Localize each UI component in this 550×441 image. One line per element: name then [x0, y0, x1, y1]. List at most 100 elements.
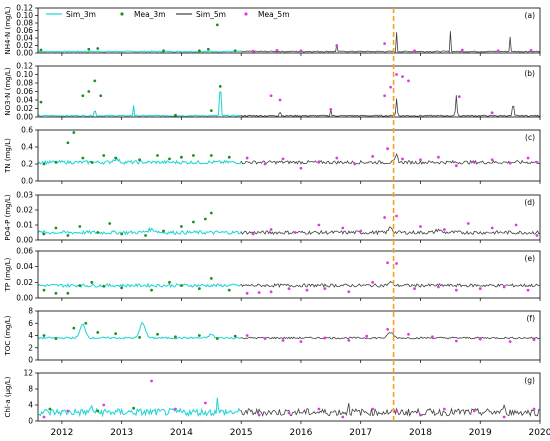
mea-5m-point: [317, 160, 321, 164]
mea-3m-point: [227, 288, 231, 292]
mea-3m-point: [39, 48, 43, 52]
mea-5m-point: [371, 407, 375, 411]
mea-3m-point: [227, 155, 231, 159]
plot-frame: [37, 65, 541, 118]
mea-3m-point: [108, 222, 112, 225]
sim-3m-line: [37, 282, 242, 288]
y-tick-label: 0.2: [21, 160, 33, 169]
mea-5m-point: [287, 287, 291, 290]
mea-5m-point: [287, 411, 291, 415]
y-tick-label: 0.02: [16, 278, 33, 287]
y-tick-label: 0.10: [16, 70, 33, 79]
mea-5m-point: [257, 291, 261, 294]
mea-5m-point: [532, 407, 536, 411]
mea-3m-point: [96, 331, 100, 334]
legend: Sim_3m Mea_3m Sim_5m Mea_5m: [46, 10, 290, 19]
mea-5m-point: [437, 155, 440, 159]
sim-3m-line: [37, 397, 242, 418]
mea-5m-point: [419, 413, 422, 417]
mea-5m-point: [490, 158, 494, 162]
sim-5m-line: [240, 152, 541, 166]
mea-3m-point: [150, 288, 153, 292]
mea-5m-point: [508, 161, 512, 165]
y-tick-label: 0.00: [16, 294, 33, 303]
mea-3m-point: [102, 284, 106, 288]
mea-5m-point: [299, 166, 303, 170]
sim-3m-line: [37, 91, 242, 117]
mea-5m-point: [347, 339, 351, 342]
mea-5m-point: [401, 75, 404, 79]
mea-3m-point: [72, 131, 76, 134]
mea-5m-point: [386, 327, 390, 331]
mea-3m-point: [233, 49, 237, 53]
sim-5m-line: [240, 332, 541, 340]
mea-3m-point: [42, 162, 46, 166]
mea-5m-point: [496, 49, 500, 53]
y-tick-label: 6: [28, 319, 33, 328]
legend-label: Mea_5m: [258, 10, 290, 19]
mea-5m-point: [245, 156, 249, 160]
mea-5m-point: [413, 49, 416, 53]
y-axis-label: TN (mg/L): [4, 138, 12, 174]
mea-5m-point: [281, 157, 285, 161]
y-tick-label: 0.06: [16, 87, 33, 96]
mea-5m-point: [454, 339, 458, 343]
mea-3m-point: [66, 234, 70, 237]
y-tick-label: 0.04: [16, 262, 33, 271]
mea-3m-point: [180, 155, 183, 159]
mea-3m-point: [42, 334, 46, 337]
x-tick-label: 2018: [409, 428, 432, 438]
mea-3m-point: [39, 100, 43, 104]
mea-5m-point: [514, 223, 518, 227]
mea-5m-point: [174, 407, 177, 411]
mea-5m-point: [383, 94, 387, 98]
y-axis-label: PO4-P (mg/L): [4, 194, 12, 240]
y-tick-label: 0.0: [21, 177, 33, 186]
mea-3m-point: [197, 334, 201, 337]
mea-5m-point: [431, 335, 434, 339]
mea-5m-point: [341, 226, 345, 230]
y-axis-label: Chl-a (µg/L): [4, 376, 12, 417]
mea-5m-point: [502, 285, 506, 289]
mea-3m-point: [87, 90, 91, 93]
mea-5m-point: [317, 407, 321, 411]
mea-5m-point: [299, 49, 303, 53]
mea-5m-point: [472, 160, 476, 164]
mea-3m-point: [174, 113, 177, 117]
panel-letter: (a): [525, 11, 536, 20]
mea-5m-point: [281, 339, 285, 342]
y-tick-label: 0.04: [16, 96, 33, 105]
panel-a: 0.000.020.040.060.080.100.12 NH4-N (mg/L)…: [4, 4, 541, 58]
mea-5m-point: [353, 162, 357, 166]
y-tick-label: 8: [28, 385, 33, 394]
mea-5m-point: [532, 338, 536, 342]
mea-3m-point: [114, 156, 118, 160]
y-tick-label: 0.00: [16, 49, 33, 58]
mea-5m-point: [478, 337, 482, 341]
mea-5m-point: [335, 156, 339, 160]
mea-5m-point: [245, 291, 249, 295]
sim-5m-line: [240, 226, 541, 236]
mea-3m-point: [215, 337, 219, 340]
mea-3m-point: [168, 157, 171, 161]
mea-3m-point: [66, 291, 70, 295]
y-tick-label: 0.12: [16, 62, 33, 71]
mea-3m-point: [174, 335, 177, 339]
sim-5m-line: [240, 95, 541, 117]
mea-3m-point: [132, 406, 136, 410]
mea-3m-point: [54, 337, 58, 340]
mea-5m-point: [535, 234, 539, 237]
mea-5m-point: [389, 85, 392, 89]
mea-3m-point: [138, 335, 141, 339]
mea-5m-point: [245, 334, 249, 337]
panel-letter: (b): [524, 69, 535, 78]
mea-3m-point: [156, 154, 159, 157]
mea-5m-point: [437, 285, 440, 289]
mea-5m-point: [383, 216, 387, 219]
mea-3m-point: [87, 47, 91, 51]
mea-3m-point: [66, 141, 70, 145]
y-tick-label: 0.6: [21, 126, 33, 135]
mea-3m-point: [233, 334, 237, 338]
mea-3m-point: [180, 284, 183, 287]
x-tick-label: 2020: [529, 428, 550, 438]
